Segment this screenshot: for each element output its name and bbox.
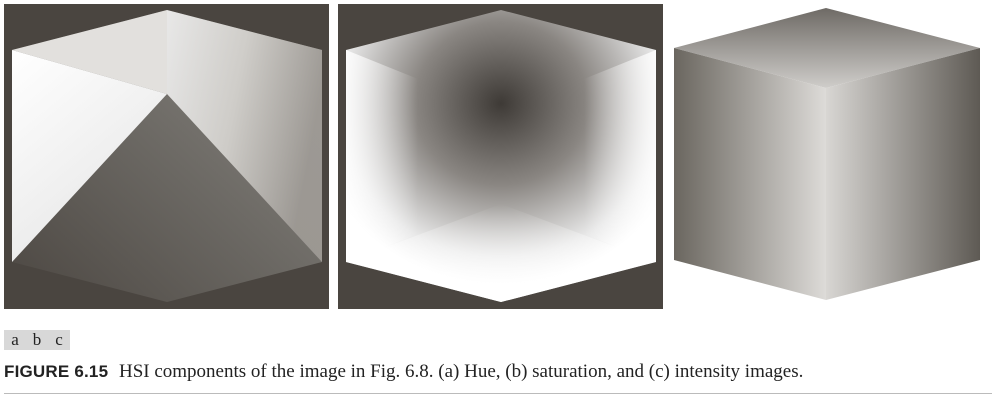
hue-cube-bright-wedge	[12, 50, 167, 262]
hue-image-panel	[4, 4, 329, 309]
intensity-cube-top-face	[674, 8, 980, 88]
hue-cube-right-sweep	[167, 10, 322, 262]
caption-text: HSI components of the image in Fig. 6.8.…	[118, 361, 804, 382]
saturation-left-edge-glow	[346, 50, 418, 262]
hue-cube-image	[12, 10, 322, 302]
subfigure-label-c: c	[48, 330, 70, 350]
saturation-bottom-edge-glow	[346, 204, 656, 302]
subfigure-label-a: a	[4, 330, 26, 350]
saturation-cube-image	[346, 10, 656, 302]
subfigure-labels: a b c	[4, 330, 70, 350]
saturation-image-panel	[338, 4, 663, 309]
intensity-image-panel	[670, 4, 988, 309]
hue-cube-top-left-sweep	[12, 10, 167, 94]
caption-rule	[4, 393, 992, 394]
figure-number: FIGURE 6.15	[4, 362, 109, 381]
saturation-cube-body	[346, 10, 656, 302]
intensity-cube-right-face	[826, 48, 980, 300]
subfigure-label-b: b	[26, 330, 48, 350]
intensity-cube-image	[674, 8, 980, 300]
saturation-right-edge-glow	[584, 50, 656, 262]
intensity-cube-left-face	[674, 48, 826, 300]
figure-caption: FIGURE 6.15 HSI components of the image …	[4, 361, 994, 383]
